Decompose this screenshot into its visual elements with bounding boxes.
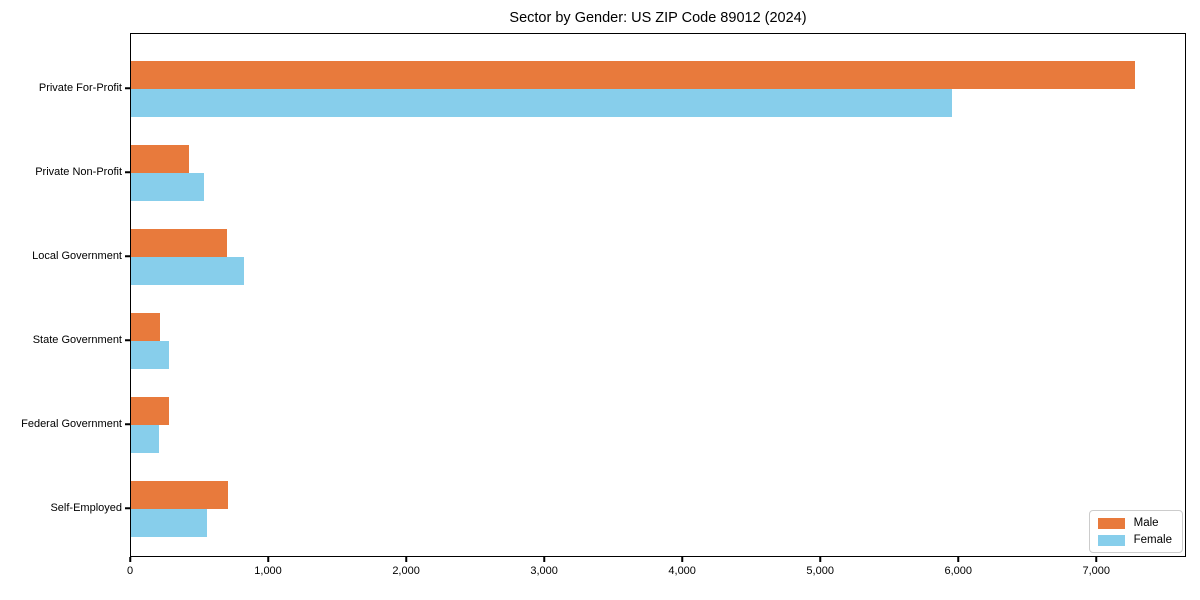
bar-female-local-government: [131, 257, 245, 285]
y-tick-label-state-government: State Government: [32, 334, 122, 346]
bar-male-self-employed: [131, 481, 229, 509]
bar-male-private-for-profit: [131, 61, 1135, 89]
x-tick-label-0: 0: [126, 565, 134, 577]
x-tick-mark-0: [129, 557, 131, 562]
y-tick-label-local-government: Local Government: [32, 250, 122, 262]
x-tick-label-6000: 6,000: [944, 565, 972, 577]
plot-area: [130, 33, 1186, 557]
y-tick-label-self-employed: Self-Employed: [50, 502, 122, 514]
x-tick-mark-1000: [267, 557, 269, 562]
x-tick-label-3000: 3,000: [530, 565, 558, 577]
legend-swatch-male: [1097, 517, 1125, 529]
chart-title: Sector by Gender: US ZIP Code 89012 (202…: [509, 10, 807, 26]
legend-label-female: Female: [1133, 534, 1172, 546]
legend-item-male: Male: [1097, 517, 1172, 529]
legend-label-male: Male: [1133, 517, 1159, 529]
bar-male-federal-government: [131, 397, 169, 425]
bar-male-local-government: [131, 229, 227, 257]
bar-female-private-non-profit: [131, 173, 205, 201]
x-tick-label-7000: 7,000: [1082, 565, 1111, 577]
x-tick-mark-3000: [543, 557, 545, 562]
bar-female-federal-government: [131, 425, 159, 453]
x-tick-mark-4000: [681, 557, 683, 562]
x-tick-mark-5000: [819, 557, 821, 562]
x-tick-label-4000: 4,000: [668, 565, 696, 577]
y-tick-label-private-non-profit: Private Non-Profit: [35, 166, 122, 178]
x-tick-label-2000: 2,000: [392, 565, 420, 577]
legend: Male Female: [1088, 510, 1183, 553]
bar-female-state-government: [131, 341, 169, 369]
bar-female-private-for-profit: [131, 89, 953, 117]
legend-swatch-female: [1097, 534, 1125, 546]
x-tick-label-1000: 1,000: [254, 565, 282, 577]
x-tick-mark-6000: [957, 557, 959, 562]
x-tick-label-5000: 5,000: [806, 565, 834, 577]
x-tick-mark-7000: [1095, 557, 1098, 562]
bar-female-self-employed: [131, 509, 207, 537]
bar-male-state-government: [131, 313, 160, 341]
y-tick-label-private-for-profit: Private For-Profit: [38, 82, 122, 94]
bar-male-private-non-profit: [131, 145, 189, 173]
y-tick-label-federal-government: Federal Government: [21, 418, 122, 430]
x-tick-mark-2000: [405, 557, 407, 562]
legend-item-female: Female: [1097, 534, 1172, 546]
